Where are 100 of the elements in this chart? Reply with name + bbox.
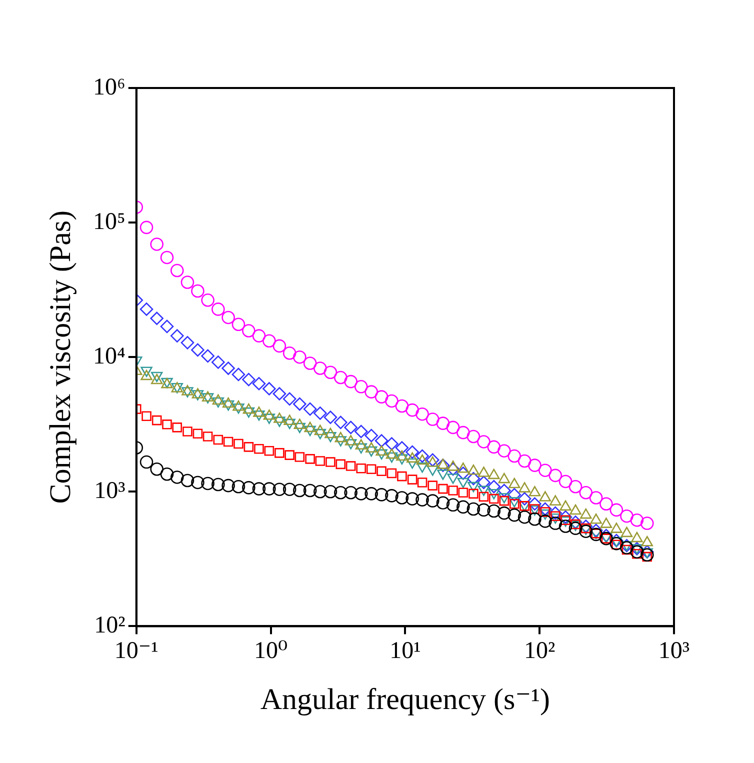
point [620, 509, 634, 523]
point [282, 392, 296, 406]
point [426, 494, 440, 508]
point [315, 456, 326, 466]
point [262, 334, 276, 348]
point [518, 492, 532, 506]
point [436, 496, 450, 510]
point [264, 446, 274, 456]
point [508, 449, 522, 463]
point [538, 502, 552, 516]
point [428, 480, 438, 490]
point [498, 506, 511, 520]
y-tick-label: 10² [94, 612, 126, 638]
point [334, 436, 346, 446]
point [303, 402, 317, 416]
point [550, 513, 562, 524]
point [191, 476, 204, 490]
point [436, 458, 450, 472]
point [499, 496, 510, 506]
point [162, 420, 172, 430]
point [487, 440, 501, 454]
point [304, 426, 316, 436]
point [354, 424, 368, 438]
point [160, 250, 174, 264]
point [374, 390, 388, 404]
point [272, 387, 286, 400]
point [152, 415, 162, 426]
point [303, 484, 317, 498]
point [558, 474, 572, 488]
point [416, 462, 428, 473]
x-tick-label: 10⁻¹ [114, 638, 158, 664]
point [201, 476, 214, 490]
point [222, 362, 235, 375]
point [528, 512, 542, 526]
point [274, 448, 284, 458]
point [508, 508, 522, 522]
point [232, 368, 246, 382]
point [528, 497, 542, 511]
point [314, 485, 327, 498]
point [458, 488, 468, 498]
point [364, 428, 378, 442]
point [498, 444, 511, 458]
point [568, 480, 582, 494]
point [610, 503, 624, 517]
point [263, 414, 276, 424]
point [386, 468, 397, 478]
point [180, 336, 194, 350]
point [406, 403, 419, 417]
point [232, 318, 246, 332]
point [314, 406, 327, 420]
point [630, 514, 644, 527]
point [254, 444, 264, 454]
point [364, 487, 378, 500]
point [386, 452, 398, 463]
point [334, 416, 348, 430]
point [252, 376, 266, 390]
x-tick-label: 10³ [658, 638, 690, 664]
point [385, 489, 398, 502]
point [548, 468, 562, 482]
point [417, 478, 428, 488]
point [326, 457, 336, 467]
point [344, 486, 358, 500]
point [366, 464, 376, 474]
point [222, 400, 234, 411]
point [579, 486, 593, 500]
point [182, 426, 192, 436]
point [466, 472, 480, 486]
point [478, 492, 489, 502]
point [272, 482, 286, 496]
point [548, 506, 562, 520]
point [354, 487, 368, 500]
point [374, 488, 388, 502]
point [466, 502, 480, 516]
point [160, 320, 174, 334]
point [407, 474, 418, 484]
point [589, 491, 603, 504]
point [456, 466, 470, 480]
point [477, 503, 490, 517]
point [539, 509, 551, 520]
point [630, 545, 644, 558]
point [436, 416, 450, 430]
point [498, 484, 511, 498]
point [305, 454, 315, 464]
point [426, 412, 440, 426]
point [232, 480, 246, 494]
point [314, 362, 327, 375]
point [488, 494, 499, 504]
point [518, 510, 532, 524]
point [397, 471, 407, 482]
point [294, 452, 305, 462]
point [140, 455, 154, 469]
point [324, 485, 338, 498]
point [395, 491, 409, 504]
point [558, 510, 572, 524]
point [437, 470, 449, 480]
point [274, 416, 286, 427]
point [282, 482, 296, 496]
point [262, 482, 276, 496]
point [212, 356, 225, 369]
point [456, 426, 470, 440]
